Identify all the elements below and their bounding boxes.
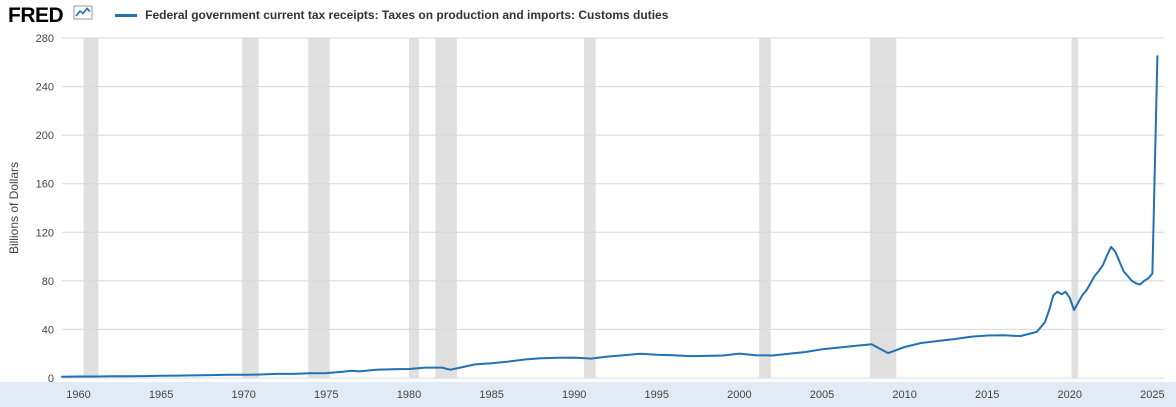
x-tick-label: 2000 [727,389,751,401]
recession-band [242,38,259,378]
x-tick-label: 1965 [149,389,173,401]
y-tick-label: 200 [36,130,54,142]
recession-band [584,38,596,378]
x-tick-label: 2005 [810,389,834,401]
y-tick-label: 80 [42,276,54,288]
fred-logo-chart-icon [73,5,93,25]
recession-band [409,38,419,378]
x-tick-label: 1970 [231,389,255,401]
y-tick-label: 160 [36,179,54,191]
y-tick-label: 240 [36,82,54,94]
recession-band [308,38,330,378]
recession-band [435,38,457,378]
fred-logo[interactable]: FRED [8,3,64,27]
y-tick-label: 40 [42,324,54,336]
chart-canvas[interactable]: 0 40 80 120 160 200 240 280 1960 1965 1970 1975 1980… [0,30,1176,407]
series-line [61,55,1159,378]
x-tick-label: 1960 [66,389,90,401]
y-tick-label: 0 [48,373,54,385]
x-tick-label: 1975 [314,389,338,401]
recession-band [1071,38,1079,378]
x-tick-label: 1995 [645,389,669,401]
x-tick-label: 1980 [397,389,421,401]
x-tick-label: 2025 [1140,389,1164,401]
y-tick-label: 280 [36,33,54,45]
footer-strip [0,382,1176,407]
series-title: Federal government current tax receipts:… [145,8,669,22]
recession-band [83,38,99,378]
x-tick-label: 2015 [975,389,999,401]
header: FRED Federal government current tax rece… [0,0,1176,30]
x-tick-label: 1985 [479,389,503,401]
x-tick-label: 2010 [892,389,916,401]
chart-area: Billions of Dollars 0 40 80 120 160 200 240 280… [0,30,1176,407]
y-tick-label: 120 [36,227,54,239]
y-axis-label: Billions of Dollars [7,161,21,255]
recession-band [759,38,771,378]
recession-band [869,38,897,378]
x-tick-label: 2020 [1058,389,1082,401]
legend-line-swatch [115,13,138,17]
x-tick-label: 1990 [562,389,586,401]
